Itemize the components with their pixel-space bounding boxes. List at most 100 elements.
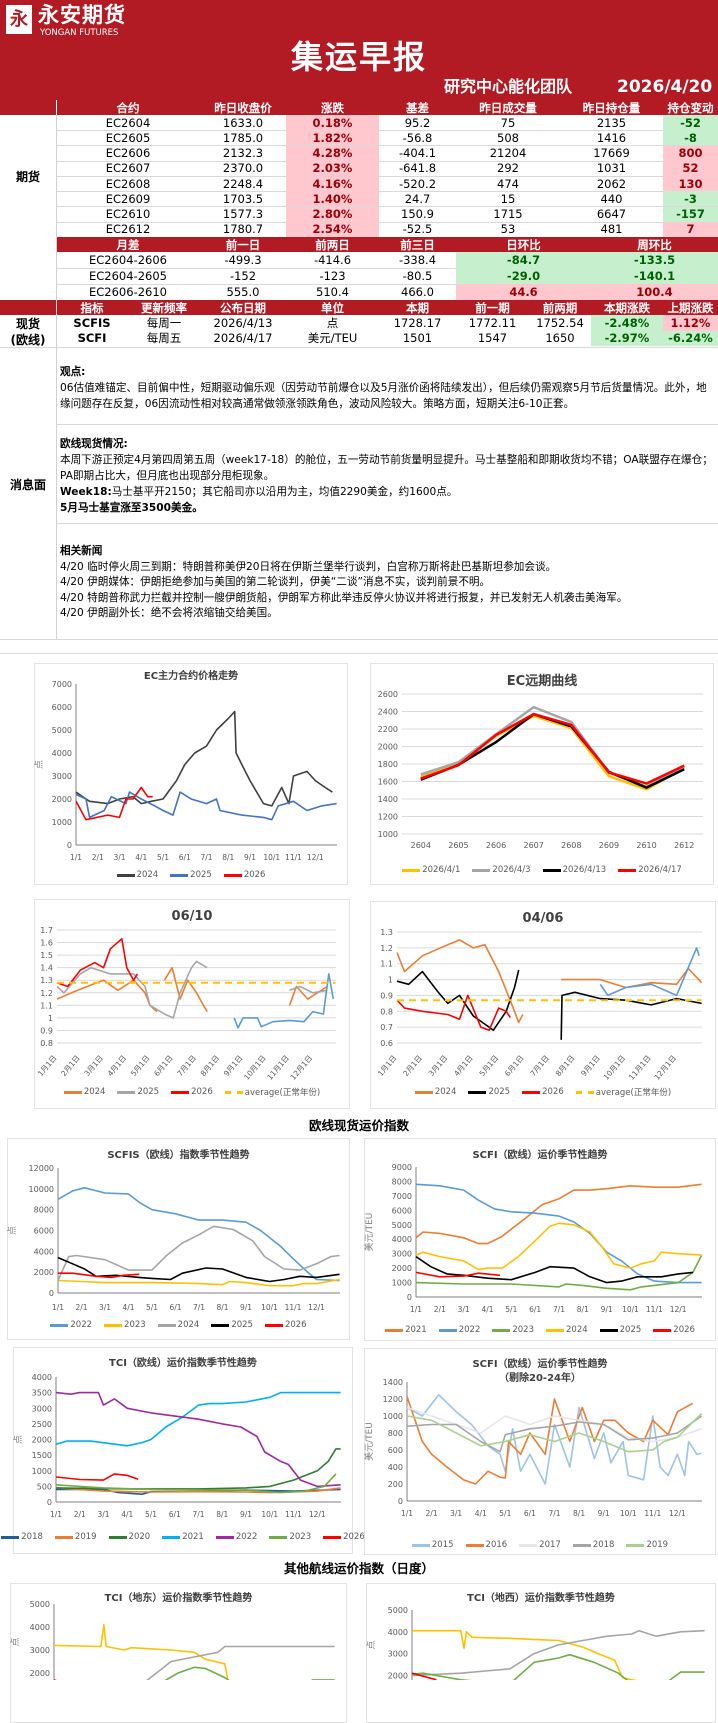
legend-item: 2022 bbox=[216, 1532, 258, 1542]
contract-cell: EC2609 bbox=[56, 191, 200, 206]
legend-item: 2018 bbox=[1, 1532, 43, 1542]
legend-item: 2024 bbox=[64, 1086, 106, 1098]
table-cell: 2370.0 bbox=[200, 161, 286, 176]
legend-item: 2025 bbox=[211, 1320, 253, 1330]
table-cell: 292 bbox=[456, 161, 560, 176]
spot-title: 欧线现货情况: bbox=[60, 438, 128, 450]
contract-cell: EC2606 bbox=[56, 146, 200, 161]
legend-item: 2024 bbox=[415, 1086, 457, 1098]
legend-swatch bbox=[543, 869, 561, 872]
table-cell: EC2604-2605 bbox=[56, 268, 200, 284]
legend-item: 2026 bbox=[171, 1086, 213, 1098]
divider bbox=[0, 347, 718, 348]
legend-label: 2026 bbox=[191, 1087, 213, 1097]
table-cell: 100.4 bbox=[591, 284, 718, 300]
table-cell: 53 bbox=[456, 222, 560, 237]
legend-item: 2018 bbox=[573, 1540, 615, 1550]
table-cell: 每周五 bbox=[128, 331, 200, 347]
spot-label: 现货 bbox=[0, 315, 56, 331]
legend-swatch bbox=[170, 874, 188, 877]
table-cell: 2062 bbox=[560, 176, 663, 191]
news-item: 4/20 伊朗媒体：伊朗拒绝参加与美国的第二轮谈判，伊美“二谈”消息不实，谈判前… bbox=[60, 576, 490, 588]
table-header: 基差 bbox=[379, 100, 456, 115]
legend-label: 2018 bbox=[21, 1532, 43, 1542]
legend-label: 2024 bbox=[566, 1325, 588, 1335]
legend-label: average(正常年份) bbox=[245, 1086, 320, 1098]
table-cell: 每周一 bbox=[128, 315, 200, 331]
table-cell: 1633.0 bbox=[200, 115, 286, 130]
legend-swatch bbox=[171, 1091, 189, 1094]
table-header: 公布日期 bbox=[200, 300, 286, 315]
divider bbox=[0, 653, 718, 654]
table-header: 前一日 bbox=[200, 237, 286, 252]
legend-swatch bbox=[64, 1091, 82, 1094]
legend-label: 2022 bbox=[459, 1325, 481, 1335]
legend-label: 2025 bbox=[231, 1320, 253, 1330]
legend-label: 2024 bbox=[435, 1087, 457, 1097]
legend-swatch bbox=[225, 1091, 243, 1094]
legend-item: average(正常年份) bbox=[225, 1086, 320, 1098]
legend-label: 2022 bbox=[236, 1532, 258, 1542]
table-cell: -133.5 bbox=[591, 252, 718, 268]
table-cell: 1780.7 bbox=[200, 222, 286, 237]
table-cell: 52 bbox=[663, 161, 718, 176]
legend-item: 2026 bbox=[522, 1086, 564, 1098]
table-cell: -8 bbox=[663, 130, 718, 145]
chart-ec_main bbox=[34, 663, 348, 885]
table-cell: 1031 bbox=[560, 161, 663, 176]
chart-s0406 bbox=[370, 901, 716, 1109]
view-block: 观点: 06估值难锚定、目前偏中性，短期驱动偏乐观（因劳动节前爆仓以及5月涨价函… bbox=[60, 364, 715, 412]
legend-label: 2026 bbox=[343, 1532, 365, 1542]
table-cell: -414.6 bbox=[286, 252, 379, 268]
legend-item: 2020 bbox=[109, 1532, 151, 1542]
legend-label: 2021 bbox=[405, 1325, 427, 1335]
divider bbox=[0, 639, 718, 640]
table-cell: 1785.0 bbox=[200, 130, 286, 145]
logo-mark: 永 bbox=[6, 5, 32, 34]
related-news: 相关新闻 4/20 临时停火周三到期：特朗普称美伊20日将在伊斯兰堡举行谈判，白… bbox=[60, 544, 715, 622]
table-cell: -6.24% bbox=[663, 331, 718, 347]
table-cell: 1752.54 bbox=[529, 315, 591, 331]
table-cell: 21204 bbox=[456, 146, 560, 161]
legend-label: 2024 bbox=[84, 1087, 106, 1097]
table-cell: 1703.5 bbox=[200, 191, 286, 206]
legend-swatch bbox=[117, 874, 135, 877]
chart-ec_curve bbox=[370, 663, 714, 885]
table-cell: 555.0 bbox=[200, 284, 286, 300]
table-header: 月差 bbox=[56, 237, 200, 252]
chart-tci_eu bbox=[13, 1347, 353, 1554]
table-cell: 2.54% bbox=[286, 222, 379, 237]
legend-label: 2026/4/13 bbox=[563, 865, 607, 875]
legend-item: 2025 bbox=[117, 1086, 159, 1098]
related-title: 相关新闻 bbox=[60, 545, 102, 557]
legend-swatch bbox=[385, 1329, 403, 1332]
table-cell: 2.80% bbox=[286, 207, 379, 222]
legend-label: 2026 bbox=[542, 1087, 564, 1097]
legend-swatch bbox=[162, 1536, 180, 1539]
legend-label: 2026/4/17 bbox=[638, 865, 682, 875]
legend-item: 2024 bbox=[117, 870, 159, 880]
contract-cell: EC2612 bbox=[56, 222, 200, 237]
legend-swatch bbox=[323, 1536, 341, 1539]
index-name: SCFI bbox=[56, 331, 128, 347]
legend-swatch bbox=[50, 1324, 68, 1327]
chart-scfi_ex bbox=[364, 1348, 716, 1555]
may-text: 5月马士基宣涨至3500美金。 bbox=[60, 502, 203, 514]
table-header: 合约 bbox=[56, 100, 200, 115]
table-cell: 17669 bbox=[560, 146, 663, 161]
table-cell: 75 bbox=[456, 115, 560, 130]
table-cell: 4.28% bbox=[286, 146, 379, 161]
legend-item: 2026 bbox=[265, 1320, 307, 1330]
chart-tci_ew bbox=[366, 1583, 716, 1723]
legend-swatch bbox=[472, 869, 490, 872]
legend-item: 2026/4/13 bbox=[543, 865, 607, 875]
table-cell: -29.0 bbox=[456, 268, 591, 284]
logo-name-en: YONGAN FUTURES bbox=[40, 28, 118, 38]
legend-item: 2023 bbox=[492, 1325, 534, 1335]
